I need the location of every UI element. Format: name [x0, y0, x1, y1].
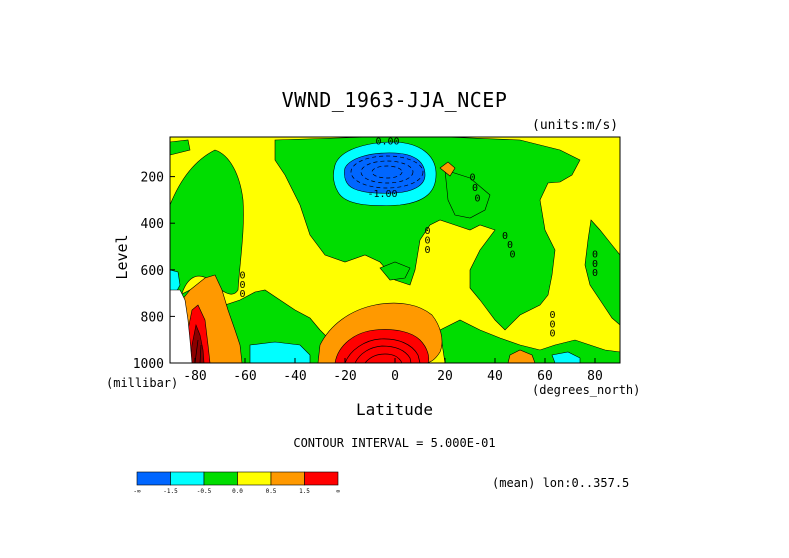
contour-fill-green [584, 219, 621, 326]
legend-label: ∞ [336, 488, 340, 495]
contour-fill-blue [344, 152, 426, 194]
x-tick-label: 80 [587, 369, 603, 384]
mean-longitude-label: (mean) lon:0..357.5 [492, 476, 630, 490]
x-tick-label: -20 [333, 369, 356, 384]
x-tick-label: 60 [537, 369, 553, 384]
contour-interval-label: CONTOUR INTERVAL = 5.000E-01 [293, 436, 496, 450]
chart-title: VWND_1963-JJA_NCEP [281, 88, 508, 112]
y-axis-unit: (millibar) [106, 376, 179, 390]
x-tick-label: -60 [233, 369, 256, 384]
x-axis-label: Latitude [355, 400, 434, 419]
y-tick-label: 600 [141, 264, 164, 279]
contour-label: 0 [509, 249, 515, 260]
color-legend: -∞ -1.5 -0.5 0.0 0.5 1.5 ∞ [133, 471, 340, 495]
legend-label: 0.5 [266, 488, 277, 495]
legend-color-bin [237, 471, 272, 486]
contour-label: 0 [424, 226, 430, 237]
axes: -80 -60 -40 -20 0 20 40 60 80 200 400 600 800 1000 [133, 171, 603, 384]
contour-fill-green [444, 169, 491, 219]
contour-label: 0 [469, 173, 475, 184]
legend-label: 0.0 [232, 488, 243, 495]
contour-line [364, 353, 403, 364]
contour-fill-cyan [551, 351, 581, 364]
legend-label: -1.5 [163, 488, 178, 495]
y-tick-label: 800 [141, 310, 164, 325]
legend-label: -0.5 [197, 488, 212, 495]
x-tick-label: -80 [183, 369, 206, 384]
contour-fill-orange [439, 161, 456, 177]
contour-label: 0 [239, 280, 245, 291]
y-tick-label: 200 [141, 171, 164, 186]
legend-color-bin [270, 471, 305, 486]
contour-label: 0 [502, 231, 508, 242]
contour-label: 0.00 [375, 136, 399, 147]
contour-label: 0 [239, 270, 245, 281]
x-tick-label: 20 [437, 369, 453, 384]
contour-label: 0 [592, 268, 598, 279]
contour-line [354, 345, 412, 364]
contour-label: 0 [592, 259, 598, 270]
dashed-contour-line [360, 160, 414, 184]
contour-line [199, 344, 202, 364]
contour-line [344, 338, 421, 364]
negative-contours [350, 155, 424, 189]
contour-label: 0 [549, 319, 555, 330]
legend-color-bin [136, 471, 171, 486]
contour-label: 0 [424, 245, 430, 256]
x-tick-label: 40 [487, 369, 503, 384]
contour-label: 0 [239, 289, 245, 300]
positive-contours [194, 338, 421, 364]
contour-label: 0 [592, 249, 598, 260]
contour-label: 0 [549, 329, 555, 340]
legend-label: 1.5 [299, 488, 310, 495]
x-axis-unit: (degrees_north) [532, 383, 641, 397]
dashed-contour-line [350, 155, 424, 189]
contour-label: 0 [424, 236, 430, 247]
contour-label: 0 [472, 183, 478, 194]
legend-label: -∞ [133, 488, 141, 495]
x-tick-label: -40 [283, 369, 306, 384]
contour-label: -1.00 [367, 189, 397, 200]
y-tick-label: 400 [141, 217, 164, 232]
x-tick-label: 0 [391, 369, 399, 384]
legend-color-bin [203, 471, 238, 486]
units-label: (units:m/s) [532, 118, 619, 133]
contour-fill-orange [507, 349, 536, 364]
legend-color-bin [170, 471, 205, 486]
contour-label: 0 [507, 240, 513, 251]
contour-label: 0 [474, 194, 480, 205]
legend-color-bin [304, 471, 339, 486]
contour-fills [169, 136, 621, 364]
dashed-contour-line [371, 165, 403, 179]
contour-fill-green [169, 149, 244, 306]
contour-fill-green [379, 261, 411, 281]
y-tick-label: 1000 [133, 357, 164, 372]
contour-label: 0 [549, 310, 555, 321]
